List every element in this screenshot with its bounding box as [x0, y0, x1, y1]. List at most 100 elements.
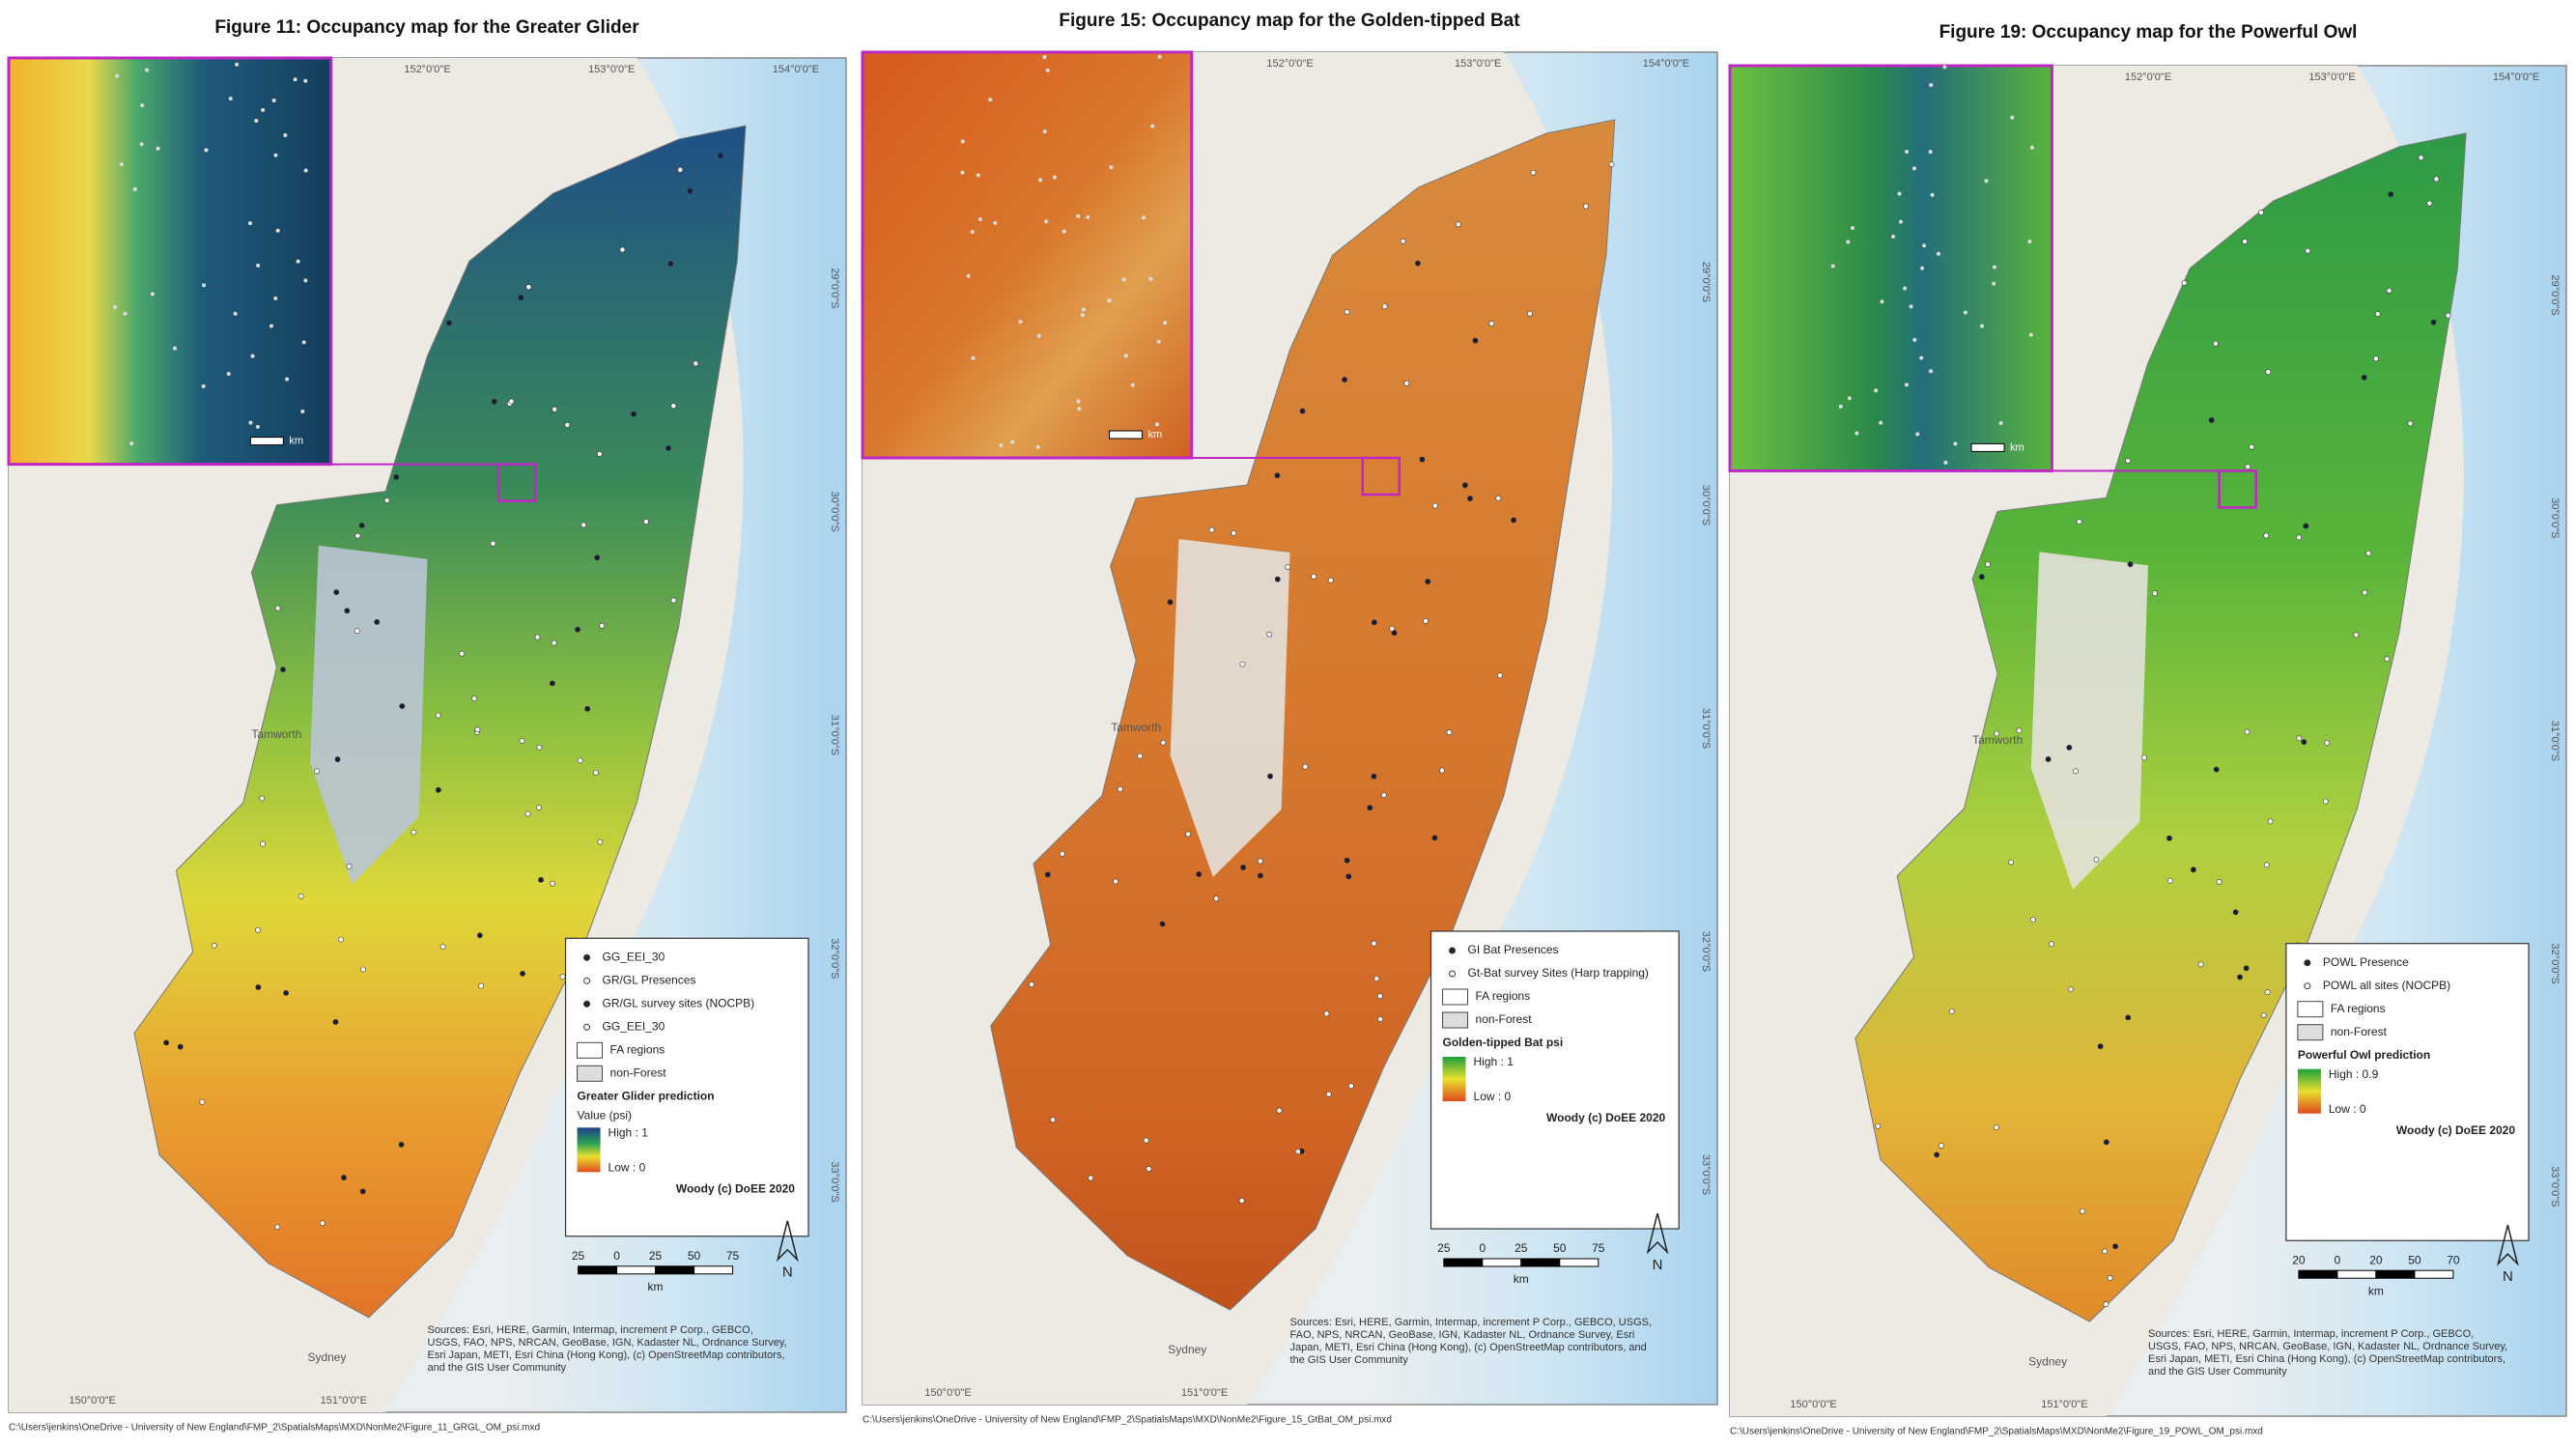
coord-label: 31°0'0"S: [1700, 708, 1712, 749]
survey-site: [2141, 754, 2148, 761]
inset-site: [993, 220, 998, 225]
inset-site: [119, 162, 124, 167]
inset-site: [1121, 277, 1126, 282]
survey-site: [358, 522, 365, 528]
survey-site: [283, 989, 290, 996]
survey-site: [2388, 191, 2394, 197]
legend-heading: Golden-tipped Bat psi: [1443, 1036, 1564, 1049]
survey-site: [2216, 879, 2222, 885]
survey-site: [1994, 1124, 1999, 1130]
survey-site: [2208, 416, 2215, 423]
inset-site: [256, 263, 261, 268]
legend-swatch: [1442, 988, 1469, 1006]
survey-site: [2107, 1275, 2113, 1281]
survey-site: [1257, 858, 1263, 865]
survey-site: [534, 634, 541, 640]
survey-site: [2049, 941, 2054, 948]
legend-low: Low : 0: [2329, 1102, 2366, 1116]
survey-site: [2301, 739, 2307, 746]
survey-site: [670, 597, 677, 604]
survey-site: [559, 974, 566, 980]
legend-point: [583, 1000, 591, 1008]
north-label: N: [1653, 1257, 1663, 1273]
inset-site: [1992, 265, 1996, 270]
survey-site: [439, 944, 446, 951]
survey-site: [1948, 1009, 1955, 1014]
inset-site: [112, 304, 117, 309]
survey-site: [1462, 482, 1468, 489]
survey-site: [2296, 534, 2303, 541]
inset-site: [1922, 243, 1927, 248]
survey-site: [2097, 1043, 2104, 1050]
inset-scale-unit: km: [2010, 441, 2024, 453]
inset-scale-bar: [1109, 430, 1144, 440]
place-label: Sydney: [1168, 1343, 1206, 1356]
survey-site: [2102, 1248, 2109, 1255]
survey-site: [346, 863, 353, 869]
inset-site: [1879, 420, 1883, 425]
inset-site: [248, 420, 253, 425]
survey-site: [580, 522, 587, 528]
scale-unit: km: [2368, 1284, 2384, 1297]
survey-site: [459, 650, 466, 657]
coord-label: 31°0'0"S: [2549, 721, 2561, 761]
attribution: Sources: Esri, HERE, Garmin, Intermap, i…: [1289, 1317, 1653, 1366]
survey-site: [1371, 940, 1377, 947]
survey-site: [435, 786, 441, 793]
legend-credit: Woody (c) DoEE 2020: [1546, 1111, 1665, 1124]
coord-label: 151°0'0"E: [321, 1395, 367, 1406]
survey-site: [2212, 340, 2219, 347]
legend-label: GI Bat Presences: [1468, 943, 1559, 956]
inset-site: [145, 68, 150, 72]
inset-site: [1076, 213, 1081, 218]
legend-label: GG_EEI_30: [603, 1019, 665, 1033]
survey-site: [341, 1175, 347, 1180]
coord-label: 30°0'0"S: [2549, 497, 2561, 538]
inset-site: [235, 62, 240, 67]
survey-site: [2303, 523, 2309, 529]
north-arrow: [1646, 1212, 1669, 1255]
legend-swatch: [577, 1041, 604, 1059]
north-label: N: [2503, 1268, 2513, 1285]
survey-site: [1029, 981, 1034, 988]
inset-site: [1038, 178, 1043, 183]
inset-site: [977, 217, 982, 222]
survey-site: [1276, 1107, 1283, 1114]
survey-site: [677, 166, 684, 173]
north-arrow: [2496, 1225, 2519, 1266]
survey-site: [1196, 871, 1203, 877]
coord-label: 153°0'0"E: [2308, 71, 2355, 83]
inset-site: [1963, 310, 1967, 315]
inset-site: [1062, 229, 1066, 234]
scale-segment: [616, 1265, 657, 1275]
legend-label: non-Forest: [2331, 1025, 2388, 1038]
survey-site: [1311, 573, 1317, 580]
survey-site: [2181, 279, 2188, 286]
inset-site: [1035, 444, 1040, 449]
survey-site: [1414, 260, 1421, 267]
survey-site: [360, 966, 366, 973]
inset-site: [1904, 383, 1909, 387]
inset-site: [261, 107, 266, 112]
coord-label: 33°0'0"S: [2549, 1166, 2561, 1207]
survey-site: [593, 769, 599, 776]
survey-site: [332, 1019, 339, 1025]
survey-site: [2249, 443, 2255, 450]
coord-label: 33°0'0"S: [1700, 1154, 1712, 1195]
inset-map: [861, 50, 1194, 460]
legend-box: [2285, 943, 2530, 1241]
inset-site: [301, 340, 306, 345]
survey-site: [2244, 728, 2250, 735]
survey-site: [1347, 1083, 1354, 1090]
coord-label: 30°0'0"S: [829, 492, 840, 532]
survey-site: [551, 639, 557, 646]
survey-site: [1511, 517, 1516, 524]
survey-site: [1160, 739, 1167, 746]
inset-site: [1076, 399, 1081, 404]
survey-site: [1231, 529, 1237, 536]
scale-segment: [694, 1265, 734, 1275]
map-panel: km 152°0'0"E 153°0'0"E 154°0'0"E 29°0'0"S 30°…: [1728, 64, 2567, 1417]
survey-site: [476, 932, 483, 939]
survey-site: [1159, 921, 1166, 927]
survey-site: [2045, 756, 2052, 762]
